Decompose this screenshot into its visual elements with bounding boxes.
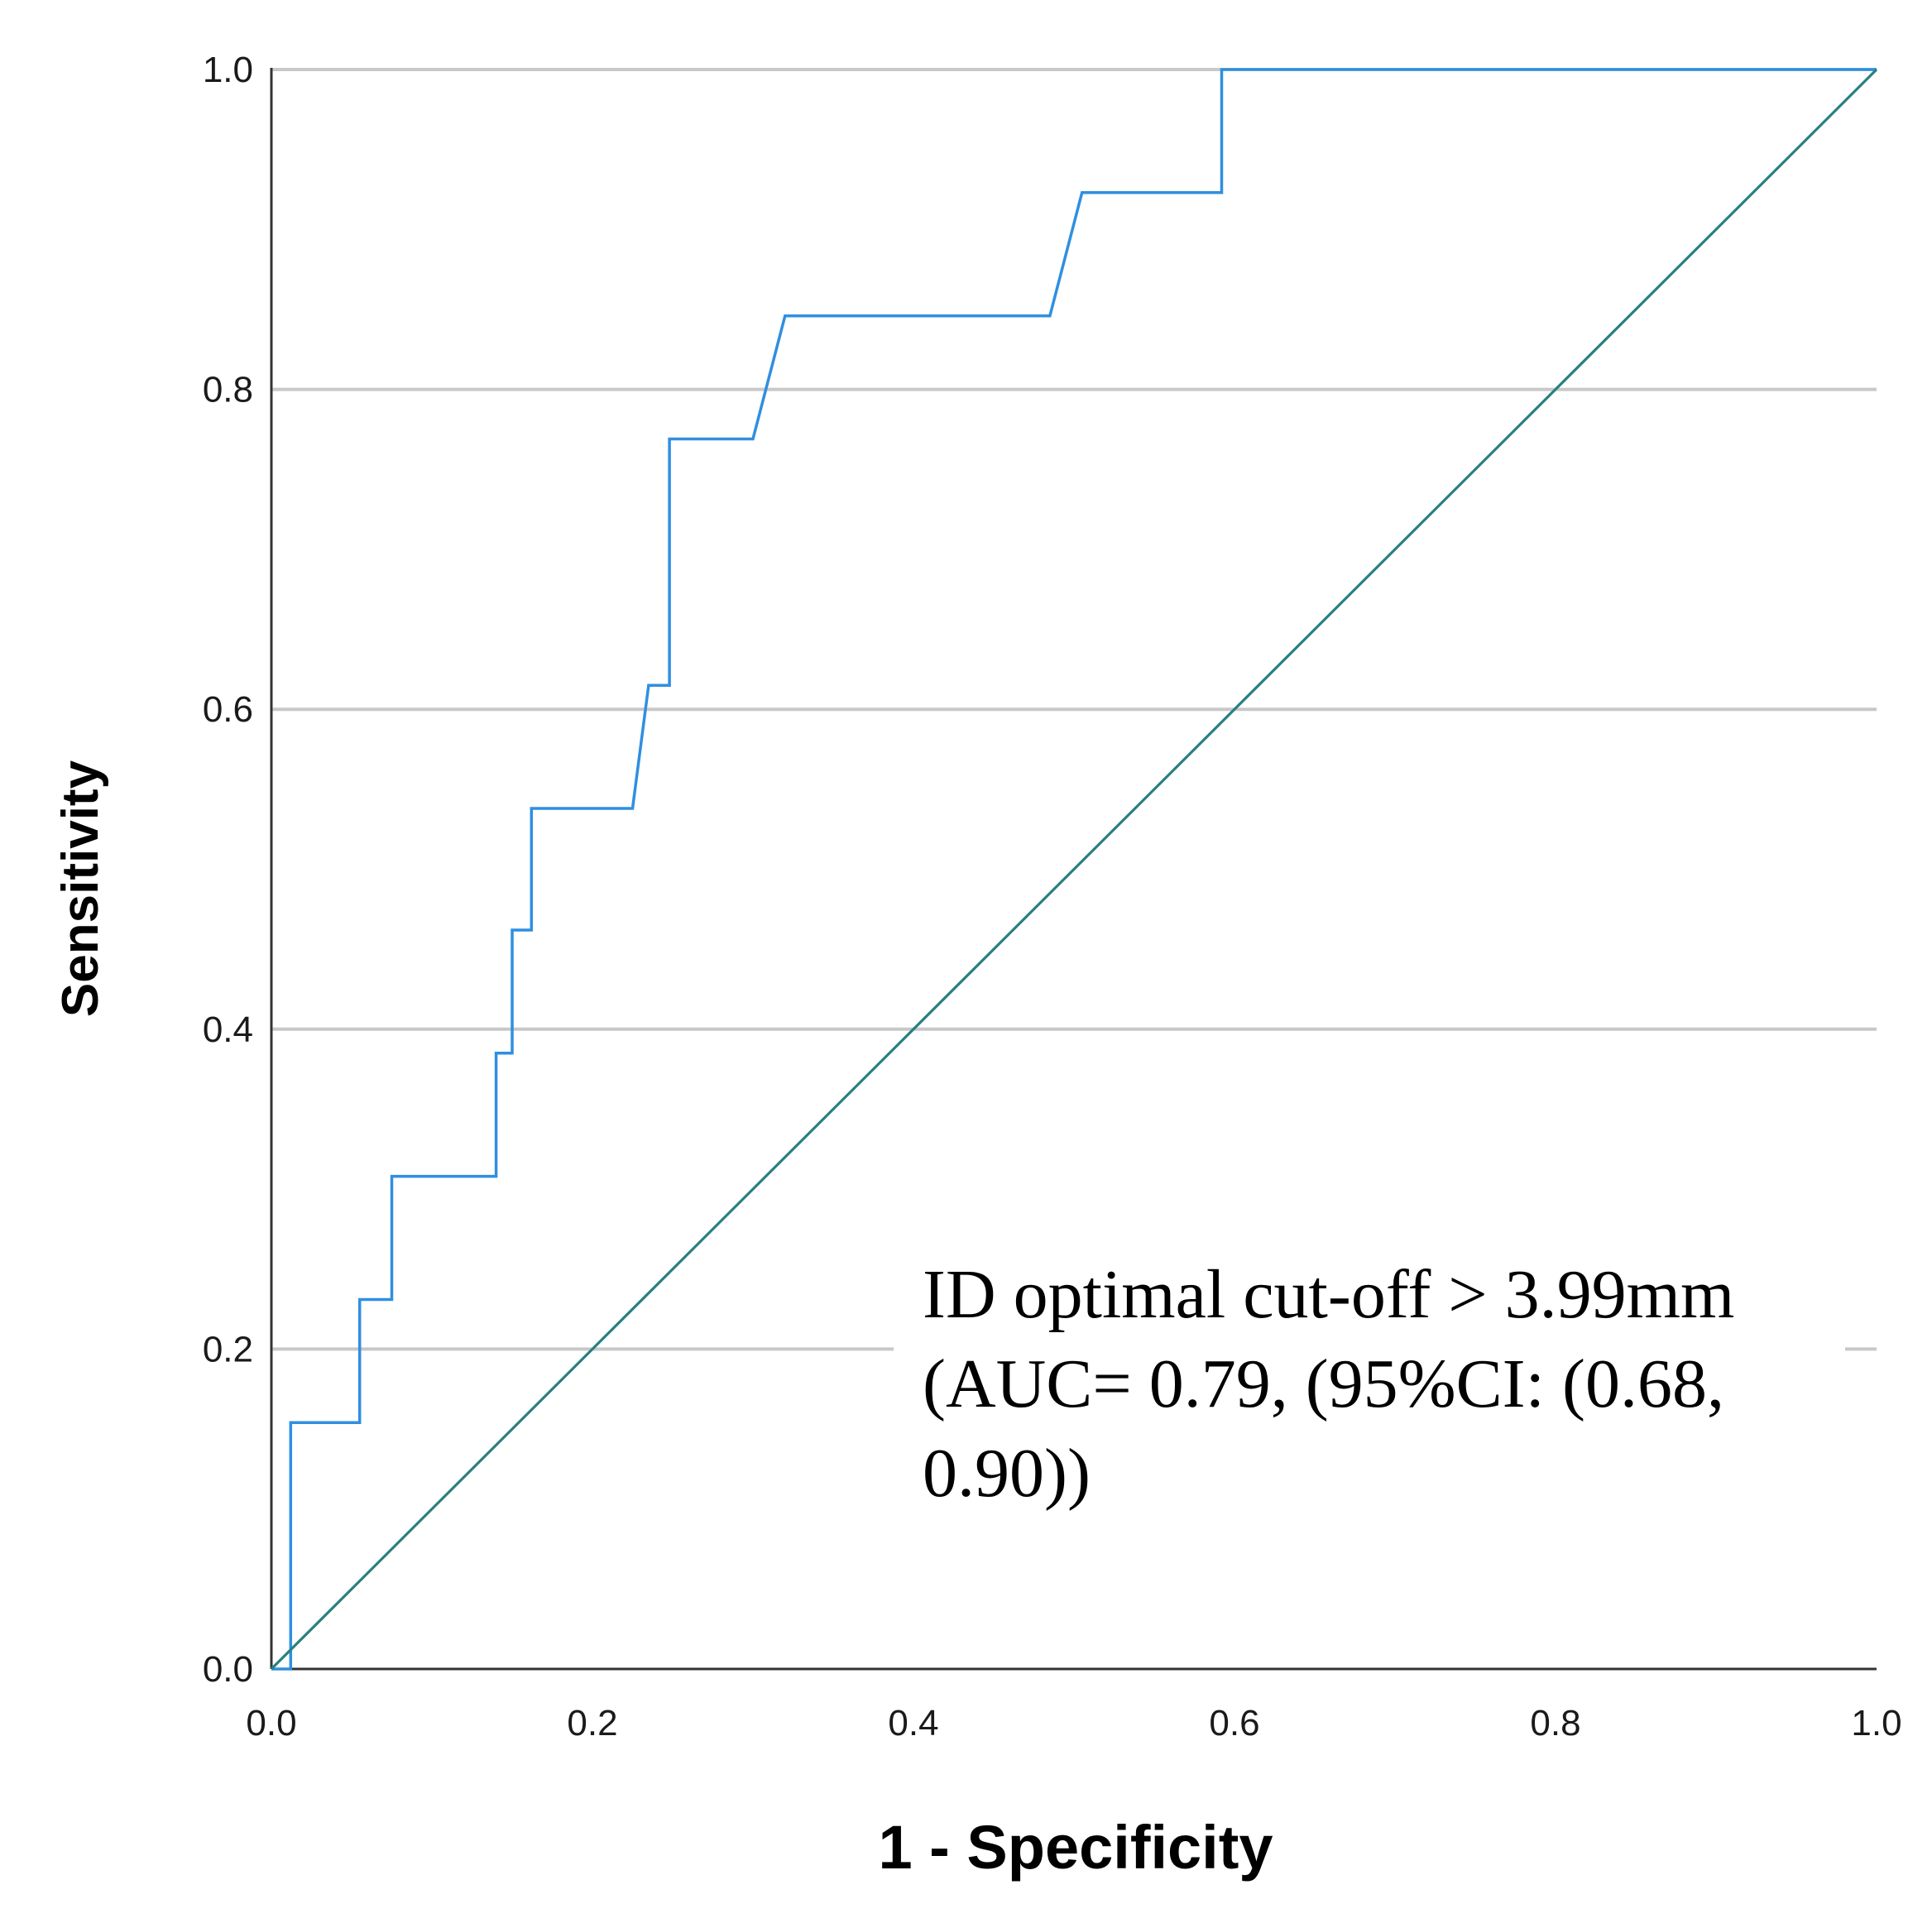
- x-tick-label: 0.8: [1530, 1703, 1580, 1743]
- x-tick-label: 0.0: [246, 1703, 296, 1743]
- reference-diagonal-line: [270, 68, 1878, 1671]
- roc-curve-line: [271, 68, 1877, 1671]
- annotation-line-3: 0.90)): [923, 1435, 1091, 1512]
- annotation-line-1: ID optimal cut-off > 3.99mm: [923, 1256, 1734, 1333]
- x-tick-label: 0.2: [567, 1703, 617, 1743]
- x-tick-label: 0.6: [1209, 1703, 1259, 1743]
- x-axis-title: 1 - Specificity: [878, 1813, 1273, 1882]
- y-tick-label: 0.0: [203, 1649, 253, 1690]
- annotation-background: [894, 1229, 1845, 1514]
- x-tick-label: 0.4: [888, 1703, 938, 1743]
- series: [270, 68, 1878, 1671]
- annotation-line-2: (AUC= 0.79, (95%CI: (0.68,: [923, 1345, 1724, 1422]
- y-tick-label: 0.8: [203, 370, 253, 410]
- y-tick-label: 0.4: [203, 1009, 253, 1050]
- y-tick-label: 0.6: [203, 689, 253, 730]
- x-tick-label: 1.0: [1851, 1703, 1901, 1743]
- y-tick-label: 1.0: [203, 50, 253, 90]
- gridlines: [271, 68, 1877, 1351]
- y-axis-title: Sensitivity: [52, 760, 109, 1017]
- y-tick-label: 0.2: [203, 1329, 253, 1369]
- tick-labels: 0.0 0.2 0.4 0.6 0.8 1.0 0.0 0.2 0.4 0.6 0.8 1.0: [203, 50, 1902, 1743]
- axes: [270, 68, 1877, 1671]
- annotation: ID optimal cut-off > 3.99mm (AUC= 0.79, …: [894, 1229, 1845, 1514]
